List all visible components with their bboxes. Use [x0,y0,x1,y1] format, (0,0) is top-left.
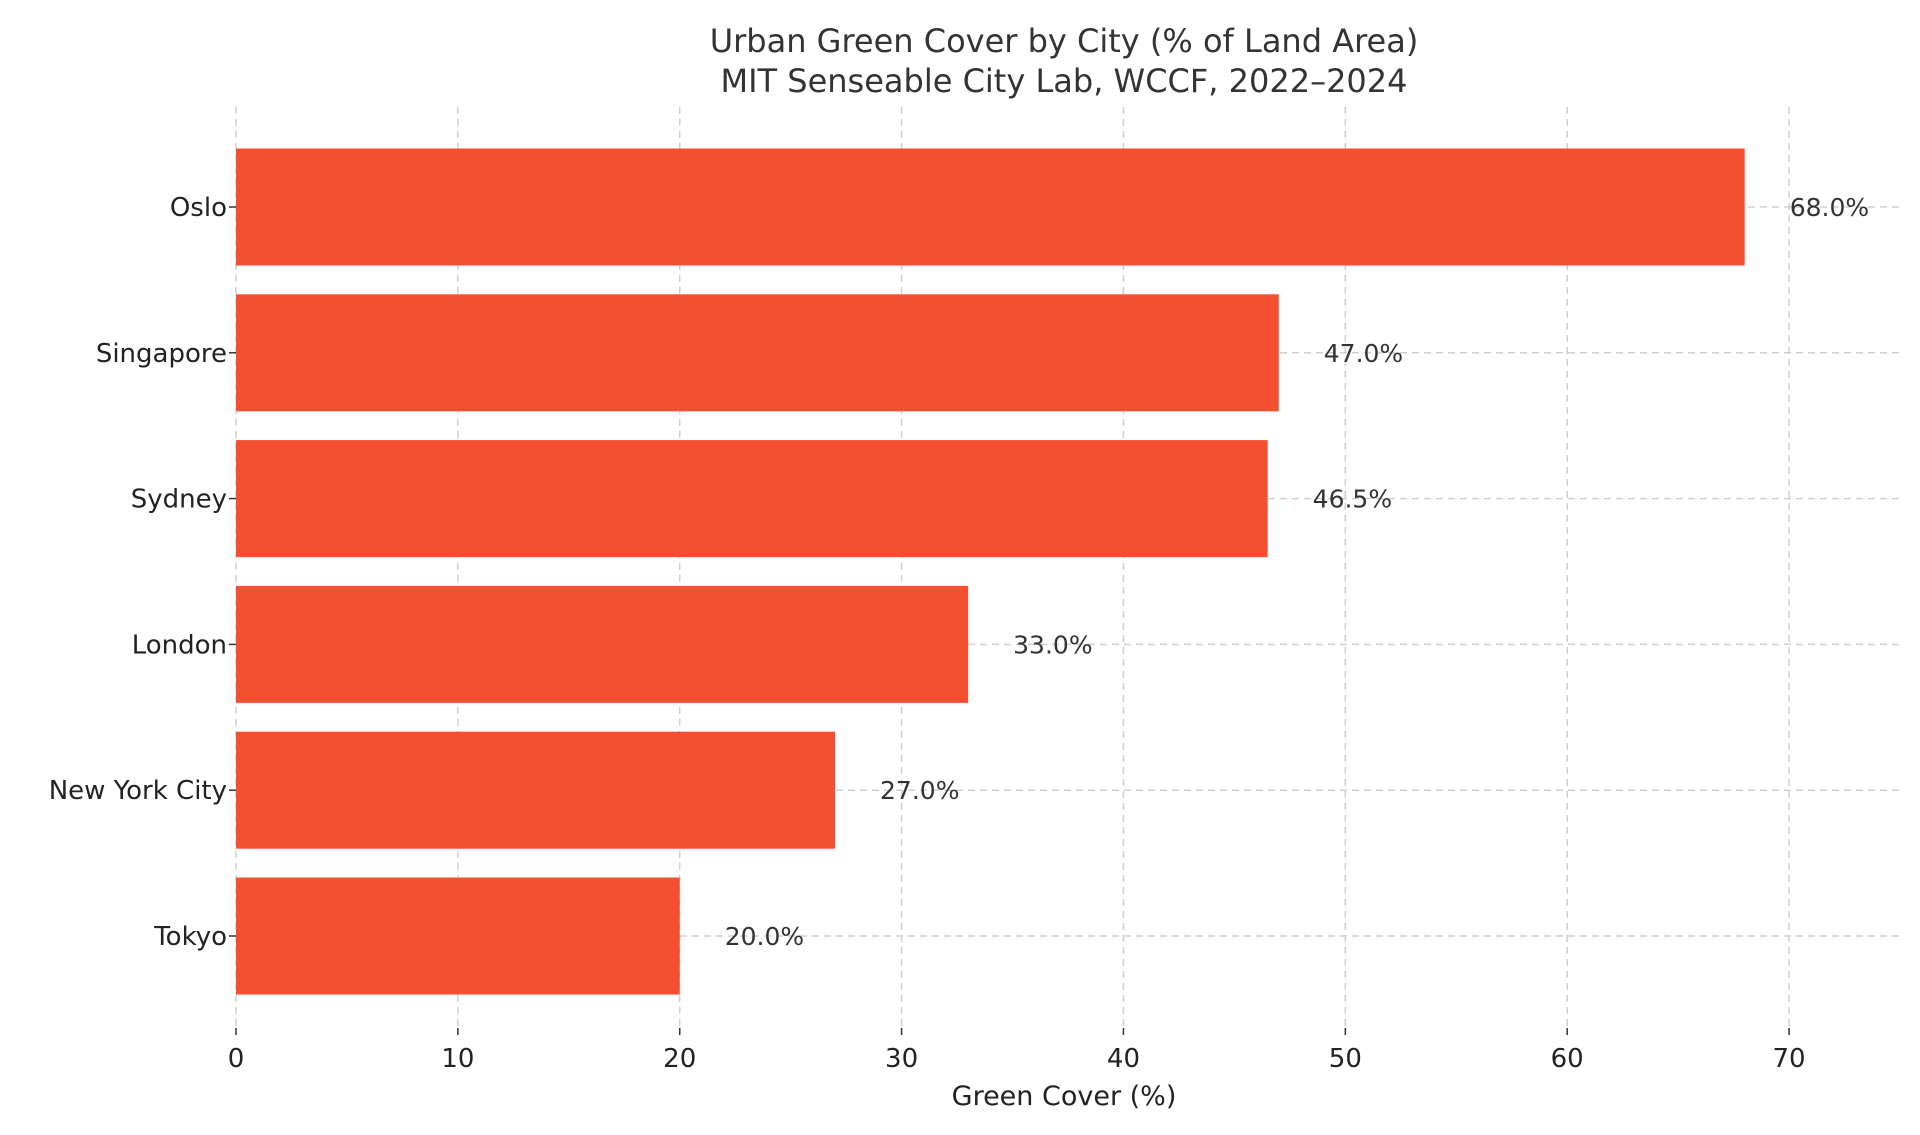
bar-london [236,585,969,703]
value-label: 68.0% [1790,193,1869,222]
chart-subtitle: MIT Senseable City Lab, WCCF, 2022–2024 [720,62,1407,100]
bar-new-york-city [236,731,836,849]
x-tick-label: 0 [228,1044,245,1074]
value-label: 27.0% [880,776,959,805]
value-label: 47.0% [1324,339,1403,368]
bar-oslo [236,148,1745,266]
value-label: 46.5% [1313,485,1392,514]
y-tick-label: New York City [49,776,227,806]
x-axis-label: Green Cover (%) [952,1081,1177,1112]
y-tick-label: London [132,630,227,660]
value-label: 20.0% [725,922,804,951]
value-label: 33.0% [1013,630,1092,659]
bar-singapore [236,294,1279,412]
x-tick-label: 70 [1773,1044,1806,1074]
y-tick-label: Oslo [170,193,227,223]
y-axis: Oslo Singapore Sydney London New York City To… [49,193,236,952]
value-labels-layer: 68.0% 47.0% 46.5% 33.0% 27.0% 20.0% [725,193,1869,951]
y-tick-label: Singapore [96,339,227,369]
x-tick-label: 30 [885,1044,918,1074]
bar-tokyo [236,877,680,995]
chart-title: Urban Green Cover by City (% of Land Are… [710,22,1419,60]
y-tick-label: Sydney [131,485,227,515]
x-tick-label: 10 [441,1044,474,1074]
y-tick-label: Tokyo [153,922,227,952]
x-tick-label: 60 [1551,1044,1584,1074]
x-tick-label: 50 [1329,1044,1362,1074]
x-tick-label: 20 [663,1044,696,1074]
x-tick-label: 40 [1107,1044,1140,1074]
bar-sydney [236,440,1268,558]
bars-layer [236,148,1745,995]
x-axis: 0 10 20 30 40 50 60 70 [228,1028,1806,1074]
